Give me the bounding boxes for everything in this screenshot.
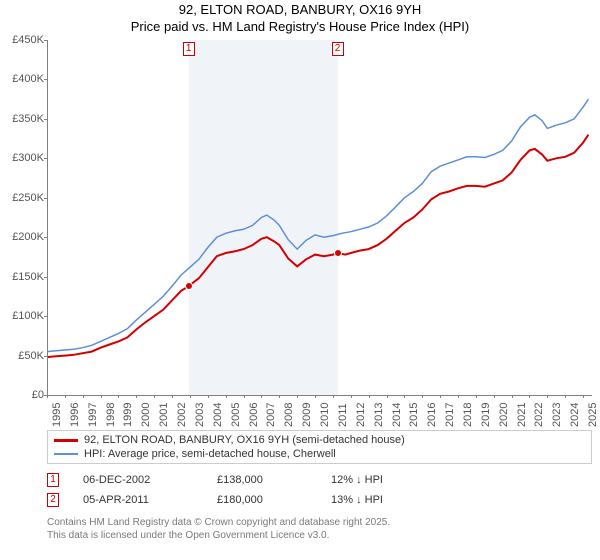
legend-swatch-price-paid [54,439,78,442]
transaction-table: 1 06-DEC-2002 £138,000 12% ↓ HPI 2 05-AP… [47,470,592,510]
attribution-line1: Contains HM Land Registry data © Crown c… [47,516,592,529]
x-tick-label: 2017 [444,403,456,427]
y-tick-label: £100K [4,310,44,322]
plot-area: 12 [47,40,592,395]
y-tick-label: £450K [4,34,44,46]
x-tick-label: 2004 [212,403,224,427]
transaction-price: £138,000 [217,474,307,486]
transaction-delta: 13% ↓ HPI [331,494,383,506]
transaction-date: 06-DEC-2002 [83,474,193,486]
transaction-row: 1 06-DEC-2002 £138,000 12% ↓ HPI [47,470,592,490]
x-tick-label: 2007 [265,403,277,427]
x-tick-label: 2005 [230,403,242,427]
y-tick-label: £0 [4,389,44,401]
legend-swatch-hpi [54,453,78,455]
y-tick-label: £150K [4,271,44,283]
title-line2: Price paid vs. HM Land Registry's House … [0,19,600,36]
x-tick-label: 1997 [87,403,99,427]
y-tick-label: £300K [4,152,44,164]
x-tick-label: 2024 [569,403,581,427]
x-tick-label: 2008 [283,403,295,427]
title-block: 92, ELTON ROAD, BANBURY, OX16 9YH Price … [0,0,600,36]
marker-label: 1 [183,42,195,56]
transaction-row: 2 05-APR-2011 £180,000 13% ↓ HPI [47,490,592,510]
x-tick-label: 2003 [194,403,206,427]
x-tick-label: 1995 [51,403,63,427]
x-axis-line [47,395,592,396]
series-price_paid [47,135,588,357]
x-tick-label: 2014 [391,403,403,427]
y-tick-label: £200K [4,231,44,243]
chart-container: 92, ELTON ROAD, BANBURY, OX16 9YH Price … [0,0,600,560]
y-tick-label: £350K [4,113,44,125]
title-line1: 92, ELTON ROAD, BANBURY, OX16 9YH [0,2,600,19]
legend-label-price-paid: 92, ELTON ROAD, BANBURY, OX16 9YH (semi-… [84,434,405,446]
x-tick-label: 2010 [319,403,331,427]
marker-dot [334,249,342,257]
x-tick-label: 2000 [140,403,152,427]
legend-row-hpi: HPI: Average price, semi-detached house,… [54,447,585,461]
transaction-marker-badge: 1 [47,473,59,487]
x-tick-label: 2011 [337,403,349,427]
legend-row-price-paid: 92, ELTON ROAD, BANBURY, OX16 9YH (semi-… [54,433,585,447]
transaction-date: 05-APR-2011 [83,494,193,506]
x-tick-label: 2018 [462,403,474,427]
x-tick-label: 1999 [122,403,134,427]
marker-label: 2 [332,42,344,56]
legend-box: 92, ELTON ROAD, BANBURY, OX16 9YH (semi-… [47,430,592,464]
y-axis-line [47,40,48,395]
legend-block: 92, ELTON ROAD, BANBURY, OX16 9YH (semi-… [47,430,592,542]
x-tick-label: 2025 [587,403,599,427]
x-tick-label: 2015 [408,403,420,427]
x-tick-label: 1998 [105,403,117,427]
transaction-price: £180,000 [217,494,307,506]
x-tick-label: 2020 [498,403,510,427]
x-tick-label: 2001 [158,403,170,427]
x-tick-label: 2023 [551,403,563,427]
x-tick-label: 2019 [480,403,492,427]
legend-label-hpi: HPI: Average price, semi-detached house,… [84,448,336,460]
transaction-marker-badge: 2 [47,493,59,507]
marker-dot [185,282,193,290]
x-tick-label: 2009 [301,403,313,427]
transaction-delta: 12% ↓ HPI [331,474,383,486]
x-tick-label: 2012 [355,403,367,427]
line-series [47,40,592,395]
attribution: Contains HM Land Registry data © Crown c… [47,516,592,542]
x-tick-label: 2013 [373,403,385,427]
series-hpi [47,99,588,351]
y-tick-label: £400K [4,73,44,85]
y-tick-label: £250K [4,192,44,204]
x-tick-label: 2006 [248,403,260,427]
y-tick-label: £50K [4,350,44,362]
x-tick-label: 2022 [533,403,545,427]
x-tick-label: 1996 [69,403,81,427]
x-tick-label: 2021 [516,403,528,427]
x-tick-label: 2016 [426,403,438,427]
x-tick-label: 2002 [176,403,188,427]
attribution-line2: This data is licensed under the Open Gov… [47,529,592,542]
